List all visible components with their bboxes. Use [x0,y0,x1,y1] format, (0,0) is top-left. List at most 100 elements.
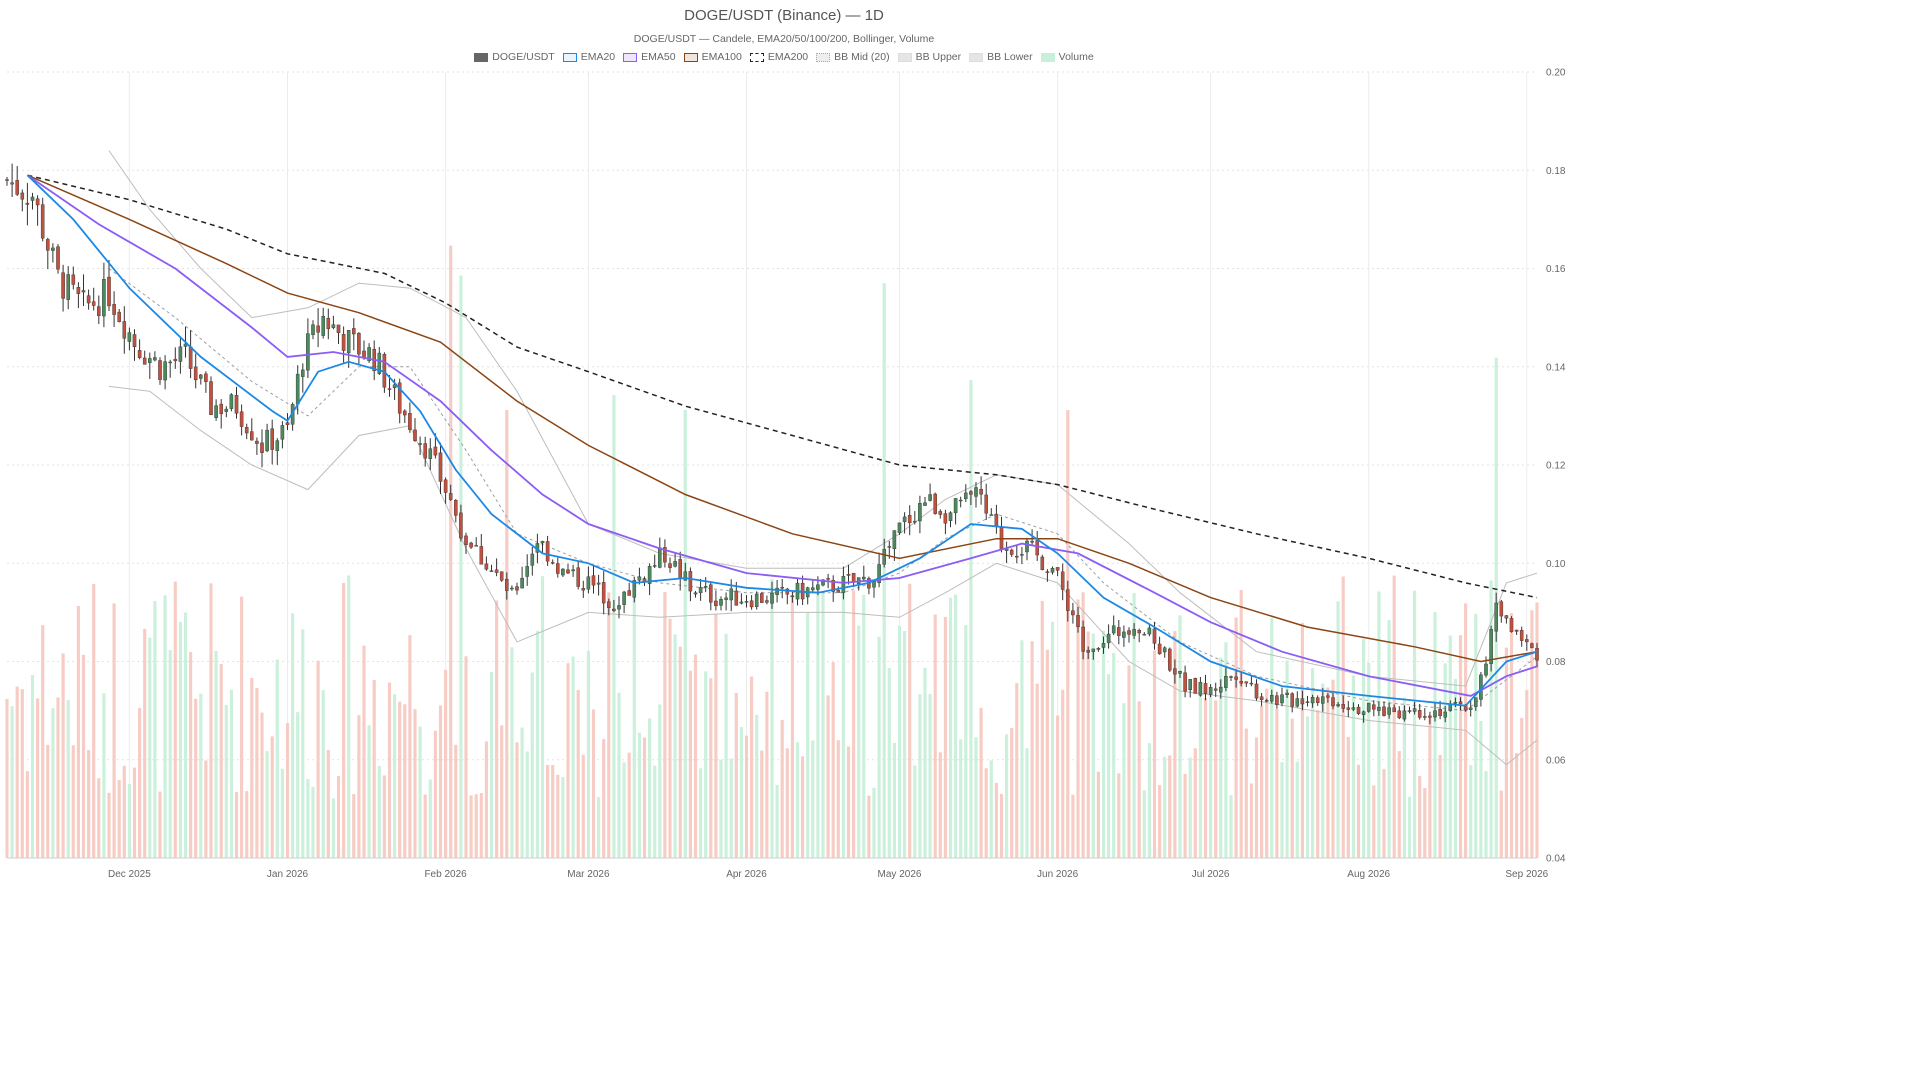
candle-body [71,274,76,285]
legend-item-5[interactable]: BB Mid (20) [816,51,890,63]
candle-body [1270,695,1274,702]
bb-mid-line [108,268,1538,712]
volume-bar [923,667,927,858]
candle-body [377,352,382,374]
candle-body [1423,716,1427,718]
volume-bar [158,791,162,858]
candle-body [1076,615,1080,628]
candle-body [703,586,708,588]
volume-bar [836,740,840,858]
volume-bar [1229,795,1233,858]
volume-bar [240,596,244,858]
candle-body [1244,681,1249,684]
volume-bar [816,584,820,858]
volume-bar [71,745,75,858]
volume-bar [423,794,427,858]
candle-body [1020,554,1024,556]
legend-swatch [749,52,764,62]
volume-bar [811,740,815,858]
candle-body [948,512,953,521]
volume-bar [1428,716,1432,858]
y-tick-label: 0.04 [1546,854,1566,865]
candle-body [1366,702,1371,712]
candle-body [1015,555,1019,558]
volume-bar [1397,751,1401,858]
candle-body [132,334,137,348]
legend-item-7[interactable]: BB Lower [969,51,1033,63]
volume-bar [734,692,738,858]
candle-body [1372,704,1376,710]
candle-body [357,332,361,355]
volume-bar [1351,675,1355,858]
volume-bar [438,705,443,858]
candle-body [994,513,999,527]
legend-swatch [474,52,489,62]
volume-bar [153,600,157,858]
legend-label: EMA100 [701,51,742,63]
volume-bar [403,704,407,858]
candle-body [1310,697,1315,704]
volume-bar [214,650,218,858]
volume-bar [1387,620,1391,858]
candle-body [1025,540,1029,553]
candle-body [1188,679,1192,691]
candle-body [1142,633,1147,636]
volume-bar [1030,641,1034,858]
volume-bar [653,765,657,858]
volume-bar [515,742,519,858]
legend-item-3[interactable]: EMA100 [683,51,742,63]
volume-bar [1158,785,1162,858]
volume-bar [418,726,422,858]
volume-bar [1525,690,1529,858]
candle-body [566,569,570,574]
candle-body [1295,698,1300,707]
volume-bar [704,671,708,858]
candle-body [40,204,45,239]
volume-bar [938,752,942,858]
legend-item-2[interactable]: EMA50 [623,51,676,63]
candle-body [454,500,458,516]
volume-bar [571,656,575,858]
volume-bar [433,730,437,858]
volume-bar [454,744,458,858]
volume-bar [469,795,473,858]
candle-body [142,357,147,365]
volume-bar [306,778,310,858]
volume-bar [1142,790,1146,858]
candle-body [622,591,626,605]
candle-body [301,369,305,377]
candle-body [770,592,774,604]
legend-item-1[interactable]: EMA20 [562,51,615,63]
y-tick-label: 0.12 [1546,461,1566,472]
volume-bar [1290,718,1294,858]
candle-body [158,360,162,380]
candle-body [698,587,703,594]
legend-item-0[interactable]: DOGE/USDT [474,51,555,63]
candle-body [204,373,208,382]
x-tick-label: May 2026 [878,869,922,880]
candle-body [81,290,86,293]
candle-body [1168,648,1172,671]
volume-bar [1239,590,1243,858]
candle-body [193,366,198,381]
volume-bar [41,625,45,858]
volume-bar [1448,635,1452,858]
volume-bar [347,575,351,858]
candle-body [907,515,912,524]
candle-body [1280,694,1284,704]
legend-item-4[interactable]: EMA200 [749,51,808,63]
legend-item-8[interactable]: Volume [1040,51,1094,63]
volume-bar [862,594,866,858]
volume-bar [132,767,137,858]
candle-body [1346,707,1351,710]
volume-bar [1530,610,1534,858]
volume-bar [1402,697,1406,858]
volume-bar [964,625,968,858]
legend-swatch [1040,52,1055,62]
volume-bar [540,576,545,858]
candle-body [1183,672,1187,692]
volume-bar [56,697,60,858]
legend-item-6[interactable]: BB Upper [897,51,961,63]
candle-body [346,329,351,354]
x-tick-label: Jul 2026 [1192,869,1230,880]
